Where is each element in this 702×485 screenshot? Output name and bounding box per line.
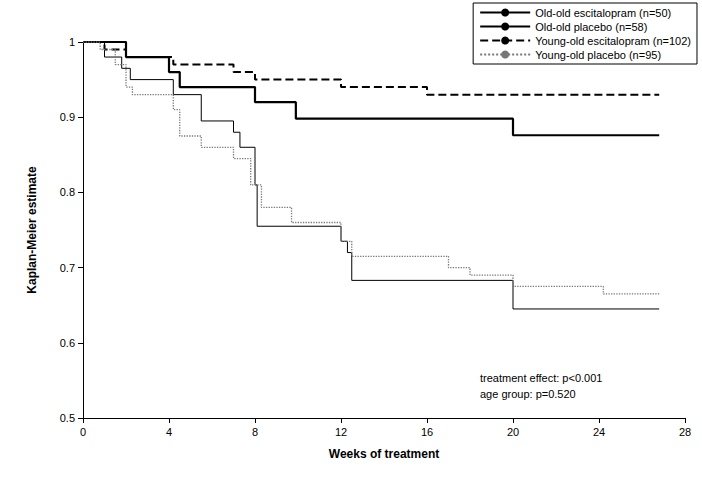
svg-text:Weeks of treatment: Weeks of treatment: [329, 447, 439, 461]
svg-text:Young-old placebo (n=95): Young-old placebo (n=95): [535, 49, 661, 61]
svg-text:0.8: 0.8: [60, 186, 75, 198]
svg-text:0.9: 0.9: [60, 111, 75, 123]
svg-text:Old-old escitalopram (n=50): Old-old escitalopram (n=50): [535, 7, 671, 19]
svg-text:Kaplan-Meier estimate: Kaplan-Meier estimate: [25, 166, 39, 294]
svg-text:28: 28: [679, 426, 691, 438]
svg-text:0.6: 0.6: [60, 337, 75, 349]
svg-text:24: 24: [593, 426, 605, 438]
svg-text:0.5: 0.5: [60, 412, 75, 424]
svg-text:age group: p=0.520: age group: p=0.520: [480, 388, 576, 400]
svg-text:Young-old escitalopram (n=102): Young-old escitalopram (n=102): [535, 35, 691, 47]
svg-text:treatment effect: p<0.001: treatment effect: p<0.001: [480, 372, 602, 384]
svg-text:Old-old placebo (n=58): Old-old placebo (n=58): [535, 21, 647, 33]
svg-text:0: 0: [80, 426, 86, 438]
svg-text:20: 20: [507, 426, 519, 438]
svg-text:0.7: 0.7: [60, 262, 75, 274]
svg-text:8: 8: [252, 426, 258, 438]
svg-text:1: 1: [69, 36, 75, 48]
svg-text:12: 12: [335, 426, 347, 438]
svg-text:4: 4: [166, 426, 172, 438]
svg-text:16: 16: [421, 426, 433, 438]
